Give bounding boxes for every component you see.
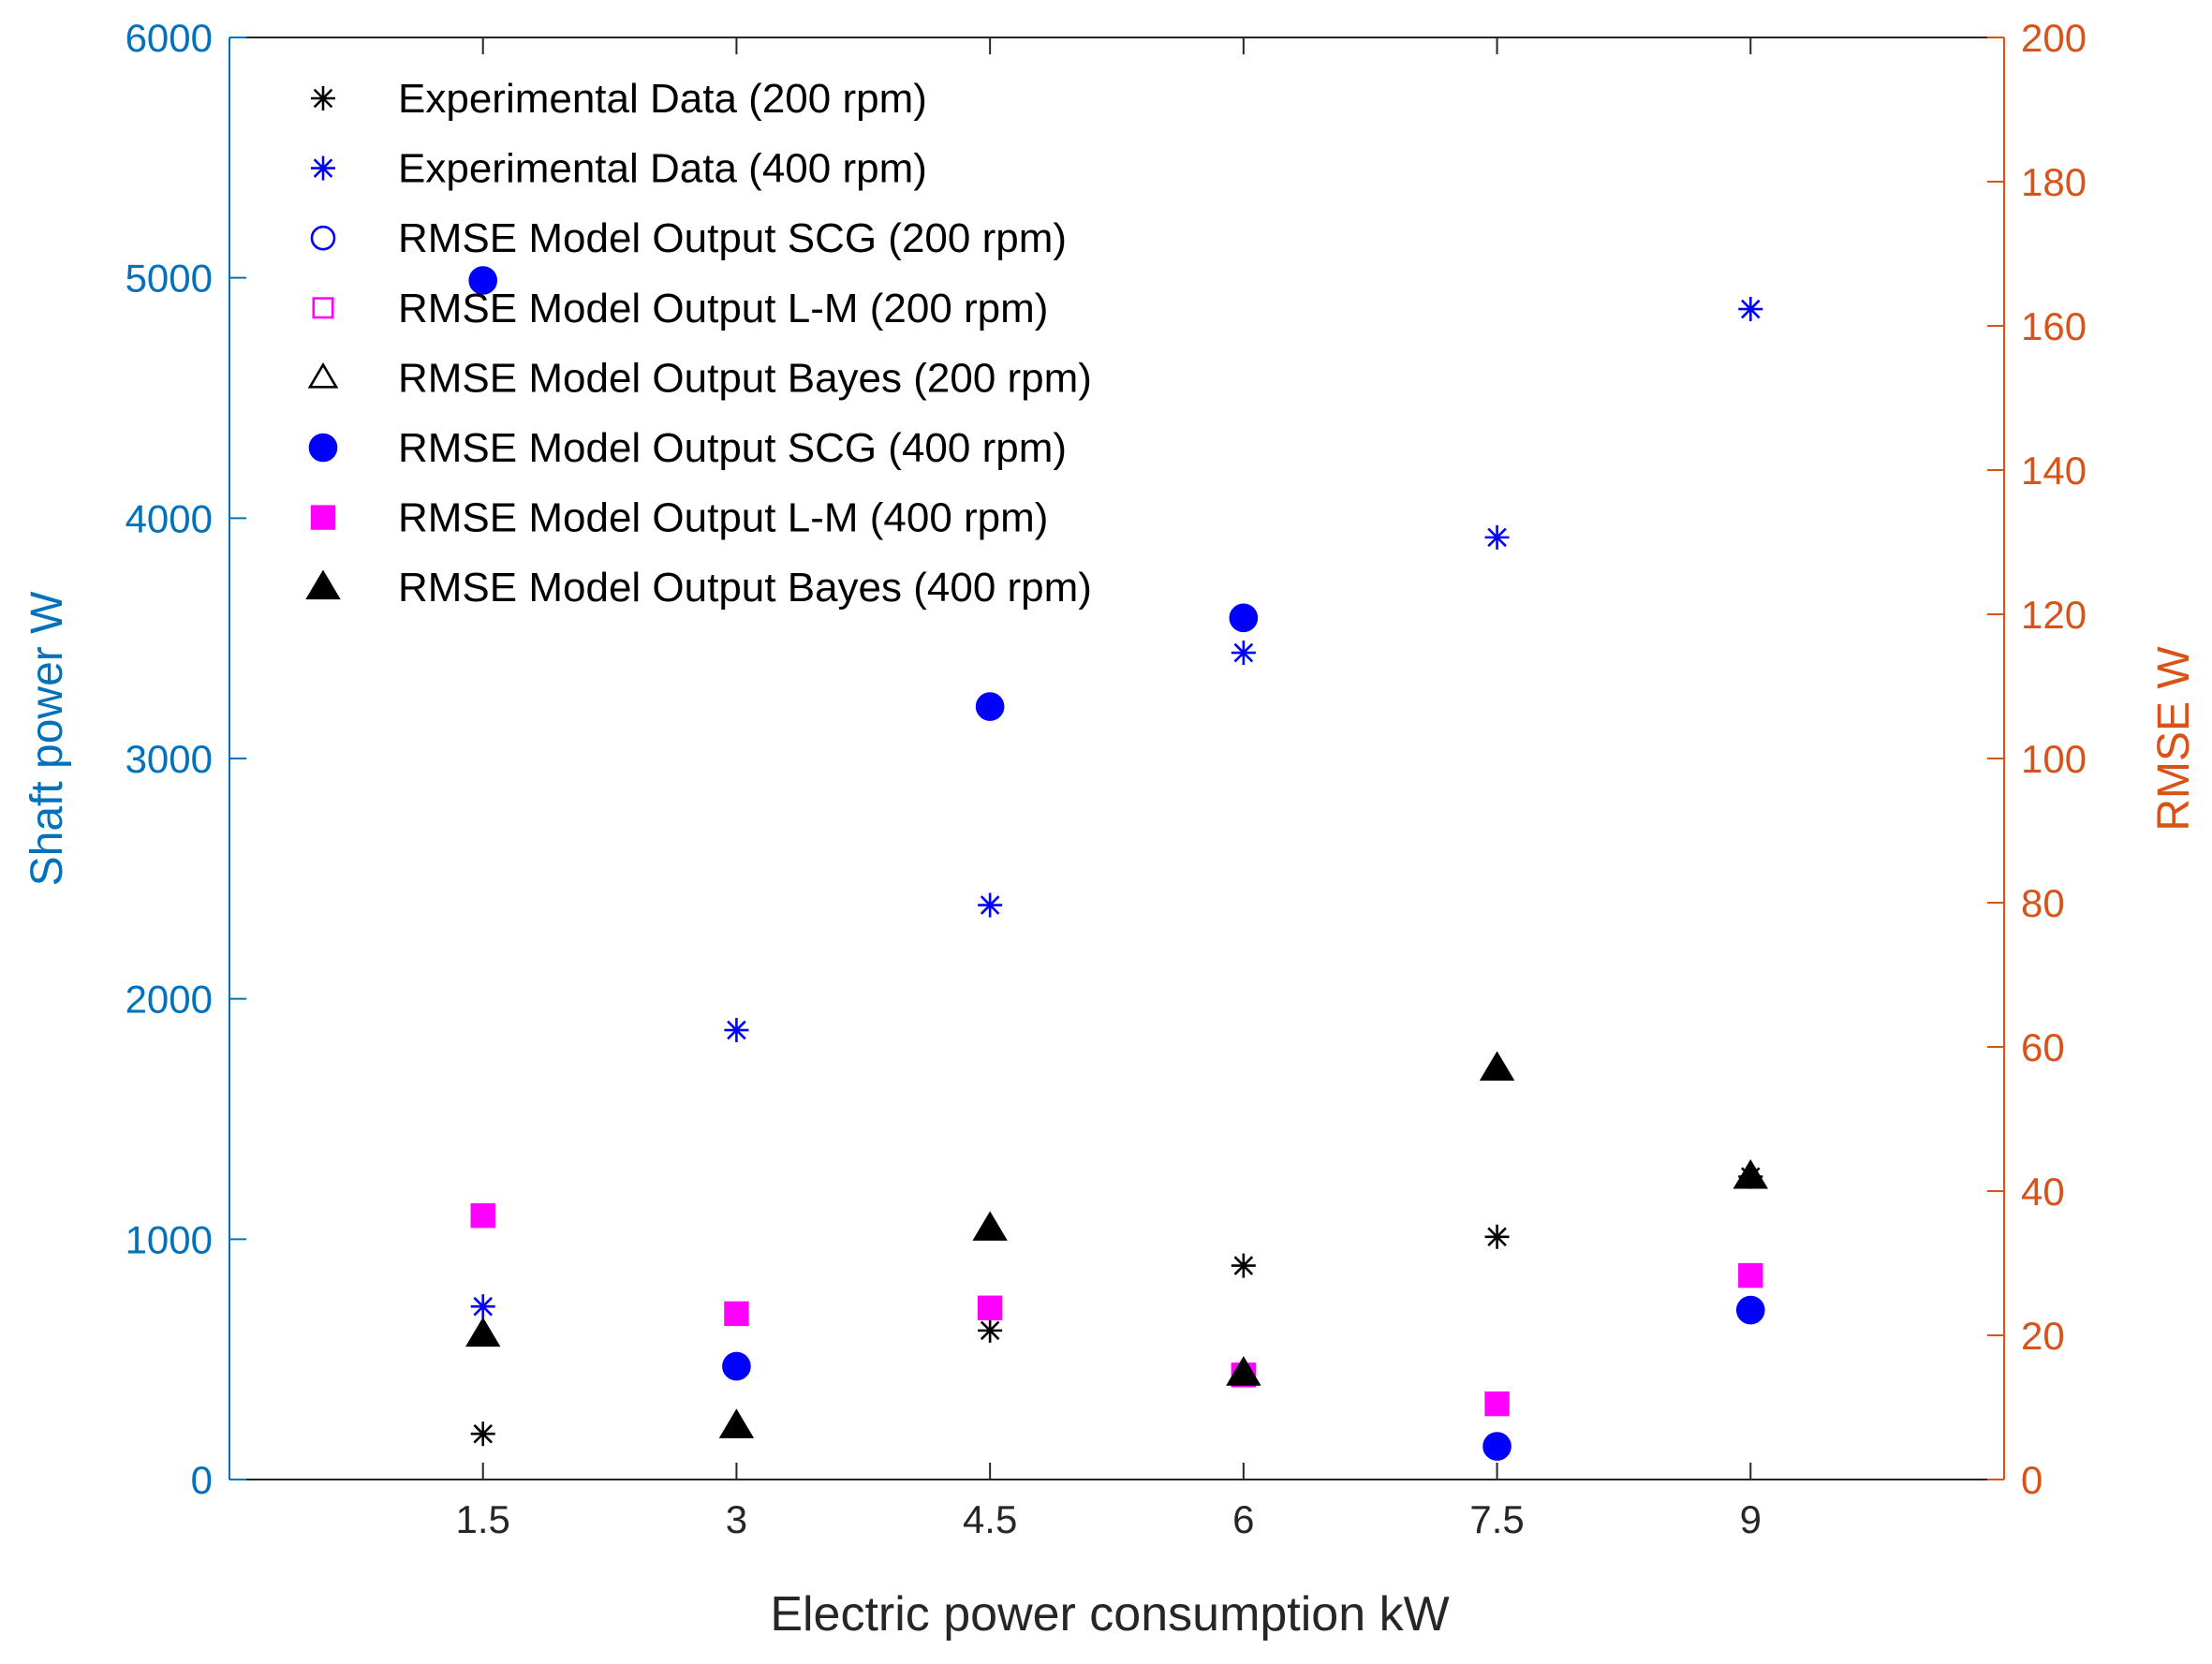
point-rmse-model-output-scg-400-rpm [468, 266, 498, 295]
right-tick-label: 200 [2021, 16, 2087, 60]
left-tick-label: 2000 [125, 978, 213, 1022]
x-tick-label: 7.5 [1469, 1497, 1524, 1541]
point-experimental-data-400-rpm [724, 1018, 749, 1043]
right-tick-label: 80 [2021, 881, 2065, 925]
legend-marker-experimental-data-200-rpm [311, 86, 335, 110]
point-rmse-model-output-bayes-400-rpm [465, 1317, 501, 1347]
legend-label: RMSE Model Output Bayes (200 rpm) [398, 355, 1092, 401]
legend-marker-rmse-model-output-scg-200-rpm [310, 225, 336, 251]
legend-marker-experimental-data-400-rpm [311, 155, 335, 181]
right-tick-label: 160 [2021, 304, 2087, 348]
x-tick-label: 9 [1740, 1497, 1762, 1541]
legend-label: Experimental Data (200 rpm) [398, 76, 927, 122]
left-tick-label: 0 [191, 1458, 213, 1502]
right-tick-label: 40 [2021, 1170, 2065, 1214]
point-rmse-model-output-bayes-400-rpm [718, 1408, 755, 1438]
right-tick-label: 20 [2021, 1314, 2065, 1358]
point-rmse-model-output-l-m-400-rpm [1738, 1262, 1763, 1288]
point-rmse-model-output-scg-400-rpm [975, 692, 1005, 721]
point-rmse-model-output-bayes-400-rpm [1479, 1051, 1515, 1081]
data-marks [465, 266, 1768, 1461]
point-rmse-model-output-bayes-400-rpm [1733, 1158, 1768, 1189]
legend-marker-rmse-model-output-l-m-200-rpm [312, 297, 334, 319]
legend-label: RMSE Model Output SCG (200 rpm) [398, 215, 1067, 261]
point-rmse-model-output-l-m-400-rpm [470, 1202, 495, 1229]
right-tick-label: 180 [2021, 160, 2087, 204]
point-experimental-data-400-rpm [1484, 524, 1510, 550]
legend-marker-rmse-model-output-l-m-400-rpm [310, 505, 336, 530]
point-rmse-model-output-l-m-400-rpm [1484, 1391, 1510, 1417]
point-experimental-data-400-rpm [1231, 641, 1256, 666]
left-tick-label: 1000 [125, 1217, 213, 1261]
point-rmse-model-output-bayes-400-rpm [1226, 1356, 1261, 1386]
legend-marker-rmse-model-output-scg-400-rpm [308, 433, 338, 463]
axes: 0 1000 2000 3000 4000 5000 6000 0 20 40 60 80 100 120… [125, 16, 2087, 1541]
right-tick-label: 0 [2021, 1458, 2042, 1502]
right-tick-label: 120 [2021, 593, 2087, 637]
legend-label: RMSE Model Output Bayes (400 rpm) [398, 565, 1092, 611]
left-tick-label: 4000 [125, 496, 213, 540]
right-tick-label: 60 [2021, 1025, 2065, 1069]
legend-label: Experimental Data (400 rpm) [398, 146, 927, 192]
left-y-axis-label: Shaft power W [22, 591, 72, 886]
right-tick-label: 100 [2021, 737, 2087, 781]
x-tick-label: 1.5 [456, 1497, 510, 1541]
legend-marker-rmse-model-output-bayes-400-rpm [305, 569, 341, 600]
x-axis-label: Electric power consumption kW [770, 1587, 1449, 1642]
x-tick-label: 6 [1232, 1497, 1254, 1541]
right-tick-label: 140 [2021, 449, 2087, 493]
legend: Experimental Data (200 rpm) Experimental … [305, 76, 1092, 611]
point-rmse-model-output-l-m-400-rpm [724, 1301, 749, 1327]
legend-label: RMSE Model Output SCG (400 rpm) [398, 425, 1067, 471]
point-experimental-data-200-rpm [470, 1421, 495, 1447]
point-experimental-data-400-rpm [470, 1294, 495, 1319]
point-rmse-model-output-l-m-400-rpm [977, 1295, 1003, 1320]
left-tick-label: 6000 [125, 16, 213, 60]
x-tick-label: 3 [726, 1497, 747, 1541]
point-rmse-model-output-scg-400-rpm [1482, 1432, 1512, 1461]
point-rmse-model-output-bayes-400-rpm [972, 1211, 1008, 1241]
point-experimental-data-200-rpm [978, 1318, 1003, 1343]
point-rmse-model-output-scg-400-rpm [1229, 603, 1259, 633]
point-experimental-data-400-rpm [1738, 297, 1763, 322]
point-experimental-data-200-rpm [1231, 1253, 1256, 1278]
legend-marker-rmse-model-output-bayes-200-rpm [307, 362, 339, 389]
left-tick-label: 5000 [125, 257, 213, 301]
legend-label: RMSE Model Output L-M (400 rpm) [398, 495, 1048, 541]
point-rmse-model-output-scg-400-rpm [1735, 1295, 1765, 1325]
right-y-axis-label: RMSE W [2149, 646, 2199, 832]
point-experimental-data-200-rpm [1484, 1224, 1510, 1249]
left-tick-label: 3000 [125, 737, 213, 781]
legend-label: RMSE Model Output L-M (200 rpm) [398, 286, 1048, 331]
x-tick-label: 4.5 [963, 1497, 1017, 1541]
point-rmse-model-output-scg-400-rpm [722, 1351, 751, 1381]
point-experimental-data-400-rpm [978, 892, 1003, 918]
